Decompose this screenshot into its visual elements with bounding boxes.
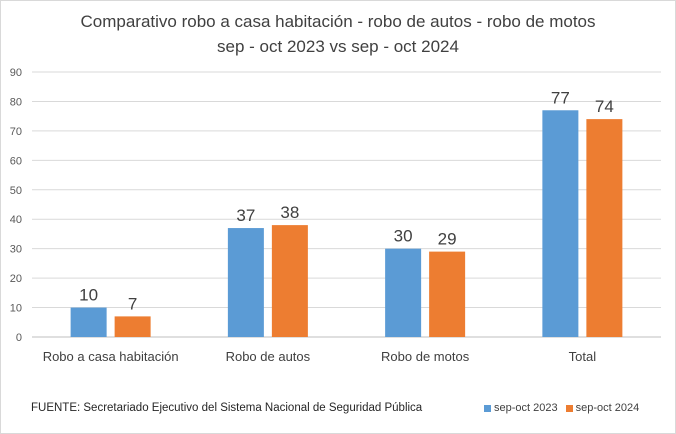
data-label: 77 (551, 88, 570, 107)
y-tick-label: 0 (16, 332, 22, 344)
bar (227, 228, 264, 337)
x-tick-label: Total (569, 349, 597, 364)
bar (70, 307, 107, 337)
data-label: 29 (438, 230, 457, 249)
legend-item-2023: sep-oct 2023 (484, 402, 558, 414)
chart-subtitle: sep - oct 2023 vs sep - oct 2024 (217, 37, 459, 56)
legend: sep-oct 2023 sep-oct 2024 (484, 402, 647, 414)
data-label: 7 (128, 294, 137, 313)
x-tick-label: Robo de motos (381, 349, 470, 364)
chart-title-block: Comparativo robo a casa habitación - rob… (0, 9, 676, 59)
y-tick-label: 20 (10, 273, 22, 285)
y-tick-label: 50 (10, 185, 22, 197)
legend-label-2023: sep-oct 2023 (494, 402, 558, 414)
legend-label-2024: sep-oct 2024 (575, 402, 640, 414)
data-label: 30 (394, 227, 413, 246)
y-tick-label: 60 (10, 155, 22, 167)
y-tick-label: 80 (10, 96, 22, 108)
data-label: 37 (236, 206, 255, 225)
y-tick-label: 40 (10, 214, 22, 226)
y-tick-label: 10 (10, 303, 22, 315)
bar (586, 119, 623, 337)
y-tick-label: 30 (10, 244, 22, 256)
data-label: 74 (595, 97, 614, 116)
data-label: 38 (280, 203, 299, 222)
x-tick-label: Robo a casa habitación (43, 349, 179, 364)
legend-swatch-2023 (484, 404, 491, 412)
legend-swatch-2024 (565, 404, 573, 412)
y-tick-label: 70 (10, 126, 22, 138)
x-tick-label: Robo de autos (226, 349, 311, 364)
bar (429, 251, 466, 337)
y-tick-label: 90 (10, 67, 22, 79)
source-note: FUENTE: Secretariado Ejecutivo del Siste… (31, 402, 423, 414)
chart-title: Comparativo robo a casa habitación - rob… (80, 12, 596, 31)
bar (542, 110, 579, 338)
bar (271, 225, 308, 337)
bar (385, 248, 422, 337)
data-label: 10 (79, 286, 98, 305)
bar (114, 316, 151, 337)
legend-item-2024: sep-oct 2024 (565, 402, 640, 414)
